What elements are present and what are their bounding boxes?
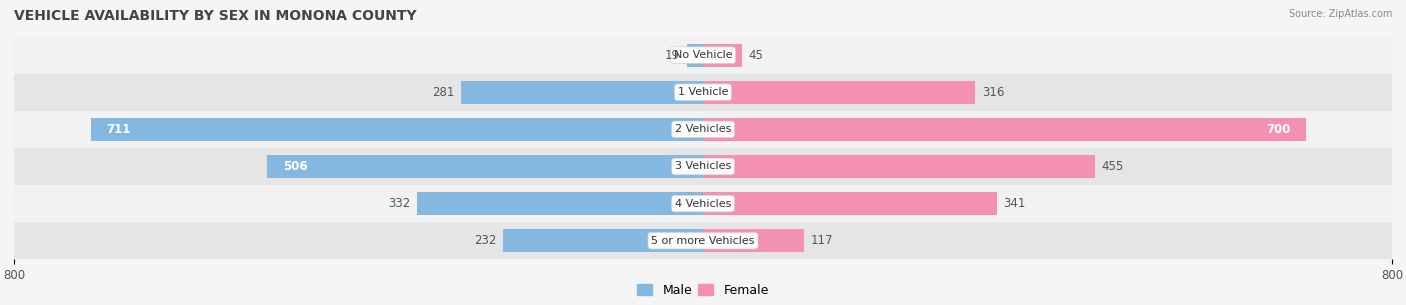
Text: 711: 711	[107, 123, 131, 136]
Bar	[461, 81, 703, 104]
Bar	[703, 81, 976, 104]
Text: 3 Vehicles: 3 Vehicles	[675, 161, 731, 171]
Text: 281: 281	[432, 86, 454, 99]
Text: 455: 455	[1102, 160, 1123, 173]
Text: 117: 117	[811, 234, 834, 247]
Bar	[703, 44, 742, 67]
Text: 4 Vehicles: 4 Vehicles	[675, 199, 731, 209]
Text: 316: 316	[981, 86, 1004, 99]
Bar	[418, 192, 703, 215]
Text: 232: 232	[474, 234, 496, 247]
Text: 341: 341	[1004, 197, 1026, 210]
Bar	[91, 118, 703, 141]
Text: No Vehicle: No Vehicle	[673, 50, 733, 60]
Bar	[14, 74, 1392, 111]
Text: 45: 45	[748, 49, 763, 62]
Text: 332: 332	[388, 197, 411, 210]
Bar	[703, 229, 804, 252]
Bar	[703, 118, 1306, 141]
Text: VEHICLE AVAILABILITY BY SEX IN MONONA COUNTY: VEHICLE AVAILABILITY BY SEX IN MONONA CO…	[14, 9, 416, 23]
Bar	[503, 229, 703, 252]
Text: 1 Vehicle: 1 Vehicle	[678, 87, 728, 97]
Bar	[14, 222, 1392, 259]
Text: 506: 506	[283, 160, 308, 173]
Bar	[703, 155, 1095, 178]
Bar	[14, 148, 1392, 185]
Bar	[14, 111, 1392, 148]
Text: Source: ZipAtlas.com: Source: ZipAtlas.com	[1288, 9, 1392, 19]
Bar	[14, 185, 1392, 222]
Bar	[703, 192, 997, 215]
Text: 2 Vehicles: 2 Vehicles	[675, 124, 731, 135]
Text: 700: 700	[1265, 123, 1291, 136]
Bar	[14, 37, 1392, 74]
Bar	[267, 155, 703, 178]
Text: 5 or more Vehicles: 5 or more Vehicles	[651, 236, 755, 246]
Bar	[686, 44, 703, 67]
Legend: Male, Female: Male, Female	[633, 279, 773, 302]
Text: 19: 19	[665, 49, 679, 62]
